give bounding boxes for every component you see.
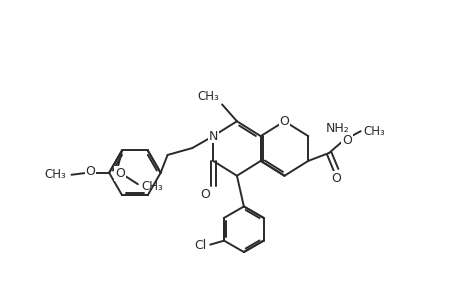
- Text: O: O: [341, 134, 351, 147]
- Text: NH₂: NH₂: [325, 122, 349, 135]
- Text: CH₃: CH₃: [197, 90, 218, 104]
- Text: CH₃: CH₃: [363, 125, 385, 138]
- Text: N: N: [208, 130, 218, 142]
- Text: O: O: [85, 165, 95, 178]
- Text: O: O: [279, 115, 289, 128]
- Text: O: O: [200, 188, 210, 201]
- Text: CH₃: CH₃: [45, 168, 67, 181]
- Text: CH₃: CH₃: [141, 180, 163, 193]
- Text: O: O: [115, 167, 125, 180]
- Text: O: O: [330, 172, 340, 185]
- Text: Cl: Cl: [194, 239, 206, 252]
